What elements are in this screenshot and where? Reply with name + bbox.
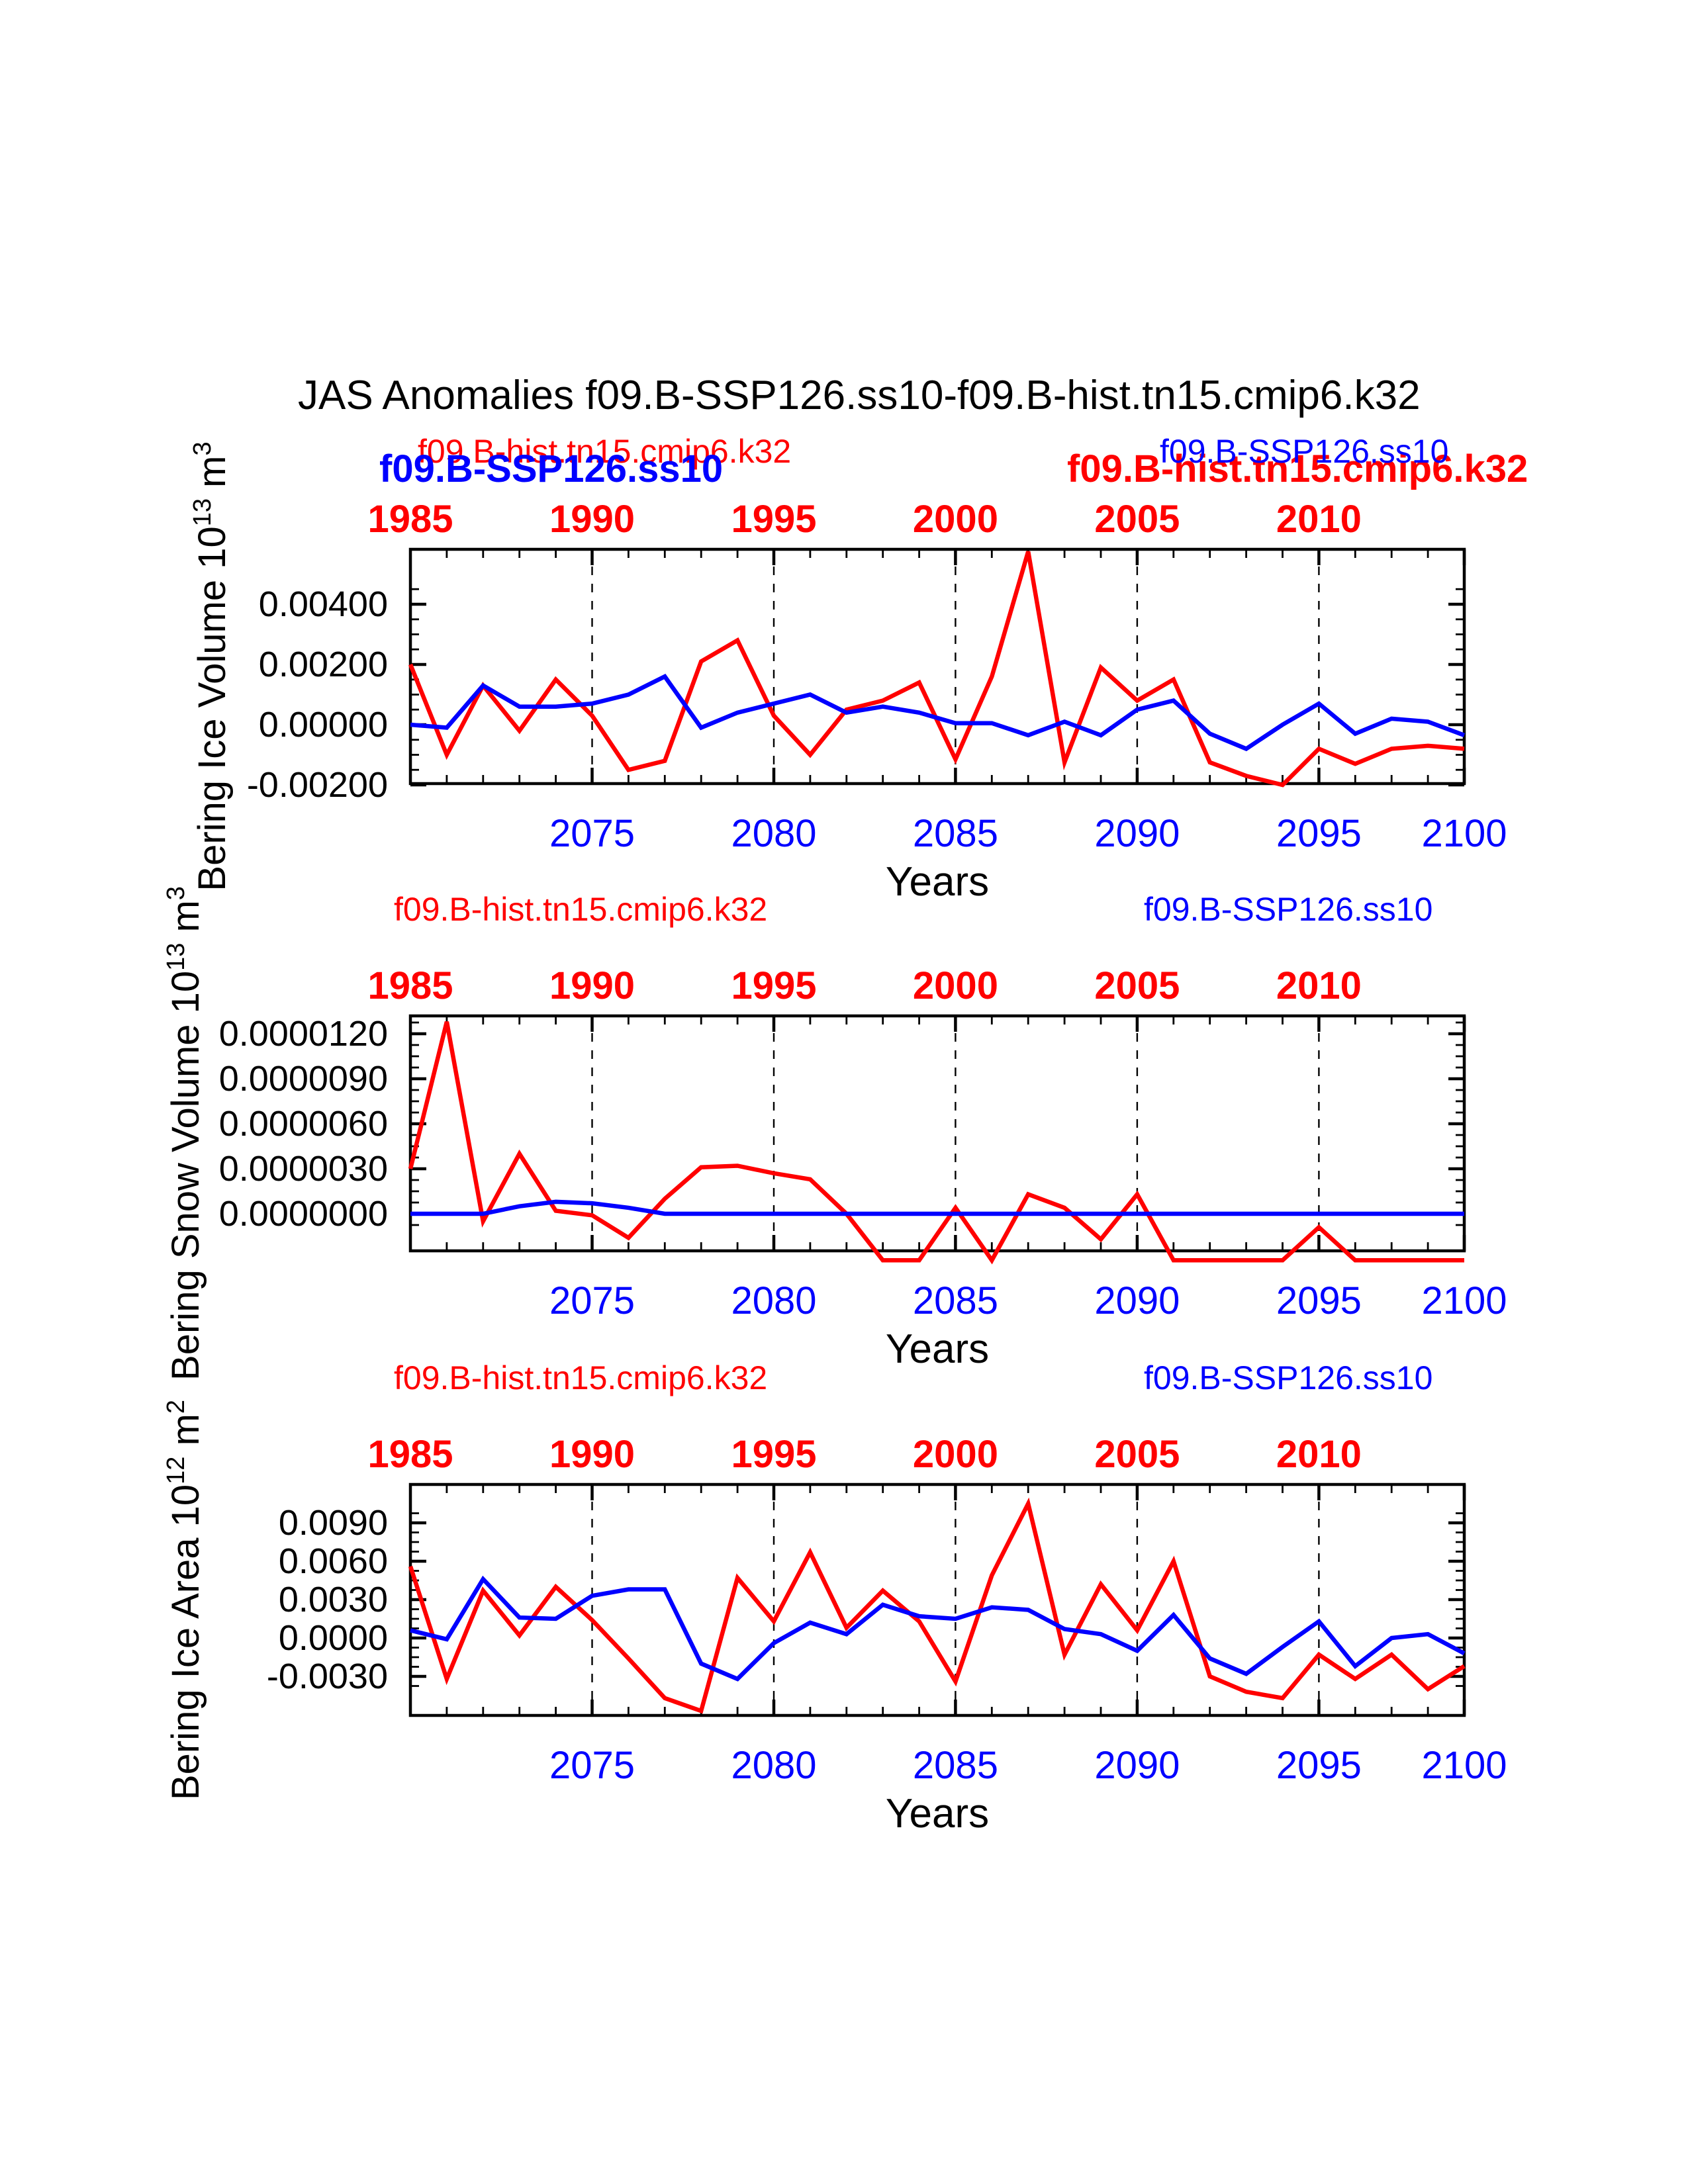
svg-text:0.0000: 0.0000 xyxy=(279,1618,388,1658)
svg-text:0.00200: 0.00200 xyxy=(259,645,388,684)
svg-text:0.00000: 0.00000 xyxy=(259,705,388,745)
svg-text:1985: 1985 xyxy=(367,964,453,1007)
svg-text:Years: Years xyxy=(886,1326,989,1372)
svg-text:0.0000060: 0.0000060 xyxy=(219,1104,388,1144)
svg-text:0.0000120: 0.0000120 xyxy=(219,1014,388,1054)
svg-text:0.0000090: 0.0000090 xyxy=(219,1059,388,1099)
svg-text:f09.B-SSP126.ss10: f09.B-SSP126.ss10 xyxy=(1144,1359,1432,1396)
svg-text:2085: 2085 xyxy=(913,812,998,855)
svg-text:-0.00200: -0.00200 xyxy=(247,765,388,805)
svg-text:1995: 1995 xyxy=(731,498,816,541)
svg-text:f09.B-hist.tn15.cmip6.k32: f09.B-hist.tn15.cmip6.k32 xyxy=(394,891,767,928)
svg-text:1990: 1990 xyxy=(549,1433,635,1476)
svg-text:Years: Years xyxy=(886,1791,989,1837)
svg-text:1985: 1985 xyxy=(367,1433,453,1476)
svg-text:2085: 2085 xyxy=(913,1279,998,1322)
svg-text:2005: 2005 xyxy=(1094,964,1180,1007)
svg-text:f09.B-SSP126.ss10: f09.B-SSP126.ss10 xyxy=(1144,891,1432,928)
svg-text:f09.B-hist.tn15.cmip6.k32: f09.B-hist.tn15.cmip6.k32 xyxy=(394,1359,767,1396)
svg-text:2000: 2000 xyxy=(913,1433,998,1476)
svg-text:2090: 2090 xyxy=(1094,1744,1180,1787)
svg-text:Years: Years xyxy=(886,859,989,905)
svg-text:2000: 2000 xyxy=(913,964,998,1007)
svg-text:2095: 2095 xyxy=(1276,1279,1362,1322)
svg-text:1985: 1985 xyxy=(367,498,453,541)
svg-text:2100: 2100 xyxy=(1421,1744,1507,1787)
svg-text:2100: 2100 xyxy=(1421,812,1507,855)
svg-text:2005: 2005 xyxy=(1094,1433,1180,1476)
svg-text:2085: 2085 xyxy=(913,1744,998,1787)
svg-text:0.0060: 0.0060 xyxy=(279,1541,388,1581)
svg-text:2010: 2010 xyxy=(1276,1433,1362,1476)
svg-text:0.0000030: 0.0000030 xyxy=(219,1149,388,1189)
svg-text:2090: 2090 xyxy=(1094,812,1180,855)
svg-text:2000: 2000 xyxy=(913,498,998,541)
svg-text:2075: 2075 xyxy=(549,1744,635,1787)
svg-text:0.0000000: 0.0000000 xyxy=(219,1194,388,1234)
svg-text:1990: 1990 xyxy=(549,498,635,541)
svg-text:2075: 2075 xyxy=(549,812,635,855)
svg-text:f09.B-SSP126.ss10: f09.B-SSP126.ss10 xyxy=(379,447,723,490)
svg-text:2080: 2080 xyxy=(731,812,816,855)
svg-text:2095: 2095 xyxy=(1276,1744,1362,1787)
svg-text:2010: 2010 xyxy=(1276,498,1362,541)
svg-text:JAS Anomalies f09.B-SSP126.ss1: JAS Anomalies f09.B-SSP126.ss10-f09.B-hi… xyxy=(298,373,1421,418)
svg-text:2100: 2100 xyxy=(1421,1279,1507,1322)
svg-text:0.0030: 0.0030 xyxy=(279,1580,388,1619)
svg-text:-0.0030: -0.0030 xyxy=(267,1657,388,1696)
svg-text:2080: 2080 xyxy=(731,1279,816,1322)
svg-text:f09.B-SSP126.ss10: f09.B-SSP126.ss10 xyxy=(1160,433,1448,470)
svg-text:2095: 2095 xyxy=(1276,812,1362,855)
svg-text:1995: 1995 xyxy=(731,964,816,1007)
svg-text:2080: 2080 xyxy=(731,1744,816,1787)
svg-text:2075: 2075 xyxy=(549,1279,635,1322)
svg-text:1990: 1990 xyxy=(549,964,635,1007)
svg-text:2005: 2005 xyxy=(1094,498,1180,541)
svg-text:0.0090: 0.0090 xyxy=(279,1503,388,1543)
svg-text:1995: 1995 xyxy=(731,1433,816,1476)
svg-text:2090: 2090 xyxy=(1094,1279,1180,1322)
svg-text:0.00400: 0.00400 xyxy=(259,584,388,624)
svg-text:2010: 2010 xyxy=(1276,964,1362,1007)
